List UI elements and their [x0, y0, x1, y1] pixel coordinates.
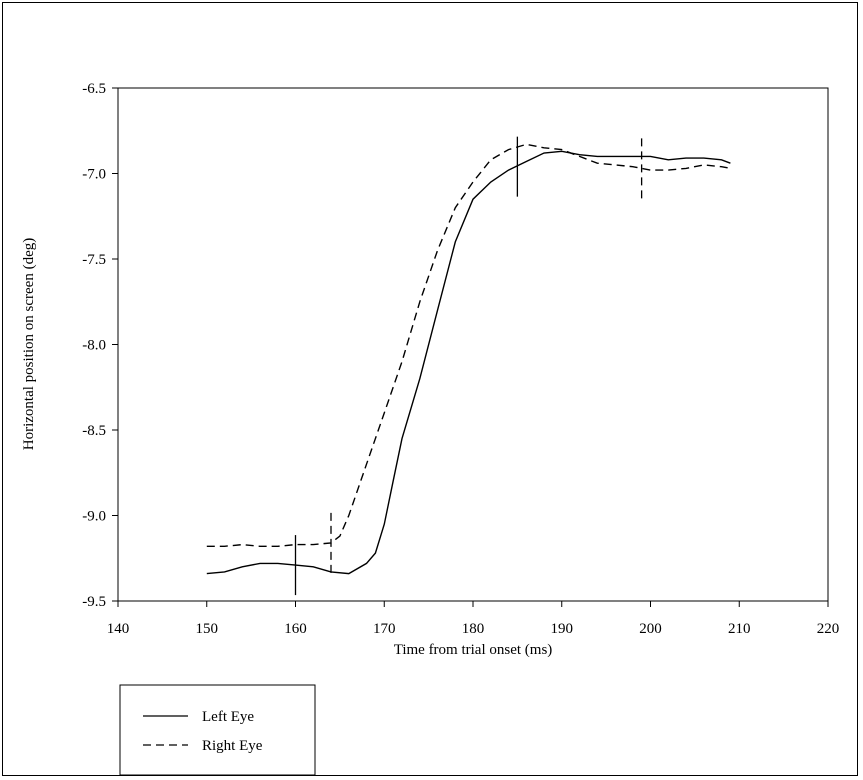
- x-tick-label: 210: [728, 621, 751, 637]
- y-tick-label: -8.0: [82, 338, 106, 354]
- x-tick-label: 140: [107, 621, 130, 637]
- series-layer: [206, 143, 731, 575]
- y-tick-label: -6.5: [82, 81, 106, 97]
- x-axis: 140 150 160 170 180 190 200 210 220: [107, 601, 840, 637]
- legend-label-left-eye: Left Eye: [202, 709, 254, 725]
- x-tick-label: 190: [551, 621, 574, 637]
- x-tick-label: 170: [373, 621, 396, 637]
- series-line-left-eye: [206, 150, 731, 575]
- plot-area-border: [117, 87, 829, 602]
- x-axis-title: Time from trial onset (ms): [394, 642, 553, 658]
- legend-label-right-eye: Right Eye: [202, 738, 263, 754]
- legend: Left Eye Right Eye: [119, 684, 316, 776]
- x-tick-label: 180: [462, 621, 485, 637]
- y-tick-label: -8.5: [82, 423, 106, 439]
- x-tick-label: 220: [817, 621, 840, 637]
- y-tick-label: -9.5: [82, 594, 106, 610]
- legend-box: [119, 684, 316, 776]
- x-tick-label: 150: [196, 621, 219, 637]
- x-tick-label: 200: [639, 621, 662, 637]
- marker-layer: [294, 136, 643, 596]
- y-tick-label: -7.0: [82, 167, 106, 183]
- y-axis-title: Horizontal position on screen (deg): [21, 238, 37, 450]
- y-axis: -6.5 -7.0 -7.5 -8.0 -8.5 -9.0 -9.5: [82, 81, 118, 610]
- y-tick-label: -9.0: [82, 509, 106, 525]
- series-line-right-eye: [206, 143, 731, 547]
- x-tick-label: 160: [284, 621, 307, 637]
- y-tick-label: -7.5: [82, 252, 106, 268]
